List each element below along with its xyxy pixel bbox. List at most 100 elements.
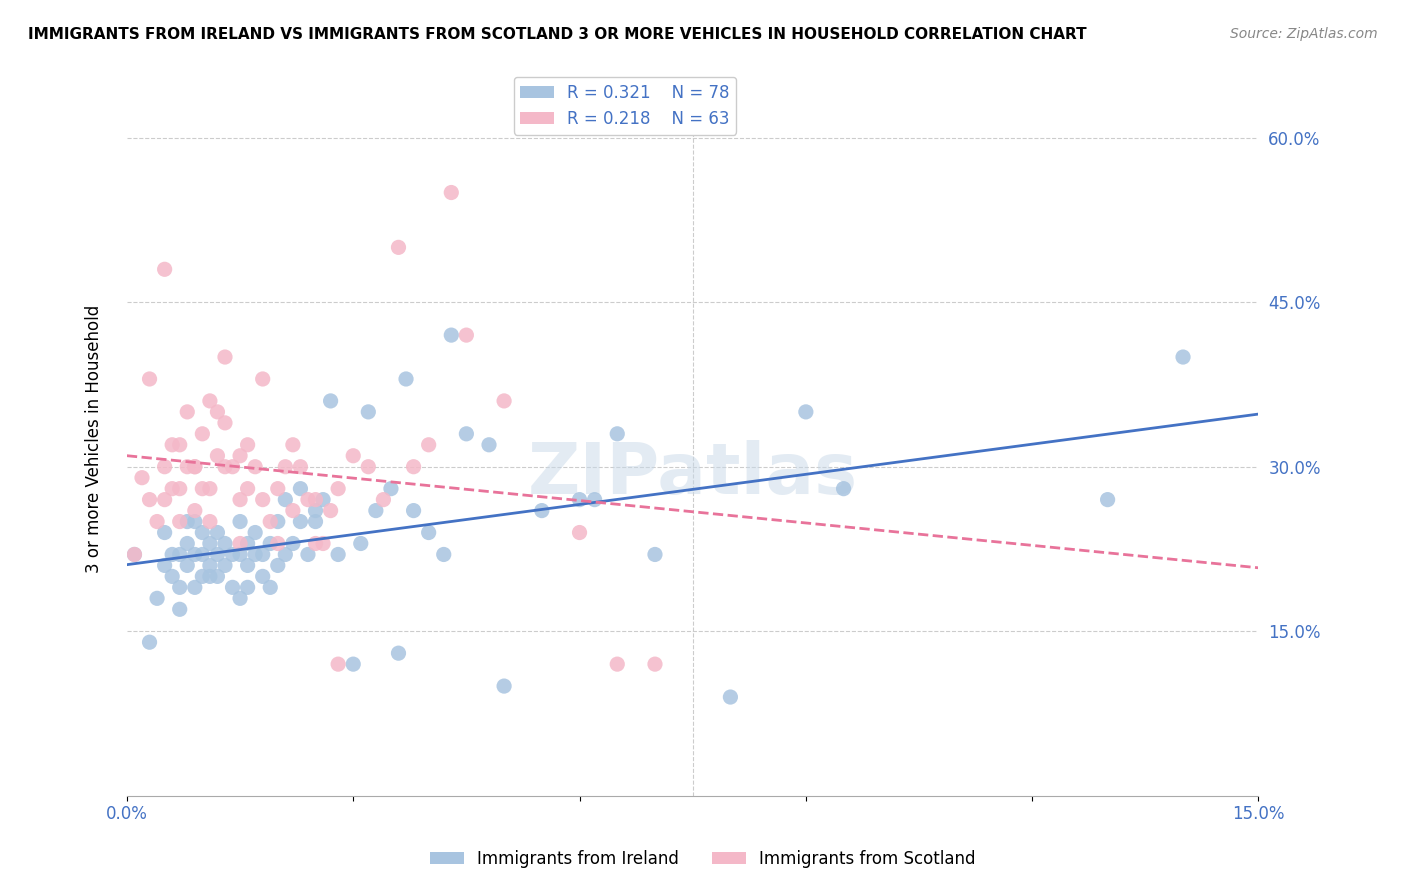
Point [160, 569, 183, 583]
Point [191, 426, 214, 441]
Point [243, 548, 266, 562]
Point [274, 459, 297, 474]
Point [326, 548, 349, 562]
Point [176, 558, 198, 573]
Point [794, 405, 817, 419]
Point [124, 548, 146, 562]
Point [198, 515, 221, 529]
Point [229, 449, 252, 463]
Point [146, 591, 169, 606]
Point [583, 492, 606, 507]
Legend: Immigrants from Ireland, Immigrants from Scotland: Immigrants from Ireland, Immigrants from… [423, 844, 983, 875]
Point [229, 492, 252, 507]
Point [380, 482, 402, 496]
Point [478, 438, 501, 452]
Point [281, 503, 304, 517]
Point [832, 482, 855, 496]
Point [252, 569, 274, 583]
Point [606, 426, 628, 441]
Point [169, 482, 191, 496]
Point [229, 548, 252, 562]
Point [191, 569, 214, 583]
Point [153, 558, 176, 573]
Point [644, 657, 666, 672]
Point [214, 416, 236, 430]
Point [169, 580, 191, 594]
Point [494, 679, 516, 693]
Point [456, 328, 478, 343]
Point [290, 459, 312, 474]
Point [184, 548, 207, 562]
Point [364, 503, 387, 517]
Point [290, 482, 312, 496]
Point [402, 503, 425, 517]
Point [191, 525, 214, 540]
Point [259, 515, 281, 529]
Point [169, 438, 191, 452]
Point [568, 525, 591, 540]
Point [290, 515, 312, 529]
Point [153, 492, 176, 507]
Point [207, 548, 229, 562]
Point [402, 459, 425, 474]
Point [606, 657, 628, 672]
Point [198, 558, 221, 573]
Point [274, 548, 297, 562]
Point [214, 350, 236, 364]
Point [259, 580, 281, 594]
Point [176, 515, 198, 529]
Point [252, 492, 274, 507]
Point [373, 492, 395, 507]
Point [281, 536, 304, 550]
Point [191, 482, 214, 496]
Point [644, 548, 666, 562]
Point [221, 459, 243, 474]
Point [433, 548, 456, 562]
Point [169, 602, 191, 616]
Point [229, 591, 252, 606]
Point [184, 503, 207, 517]
Point [207, 525, 229, 540]
Point [184, 580, 207, 594]
Point [236, 482, 259, 496]
Point [1171, 350, 1194, 364]
Point [304, 536, 326, 550]
Point [342, 657, 364, 672]
Point [267, 536, 290, 550]
Point [131, 471, 153, 485]
Point [568, 492, 591, 507]
Point [184, 459, 207, 474]
Point [319, 393, 342, 408]
Point [138, 372, 160, 386]
Point [236, 558, 259, 573]
Point [312, 536, 335, 550]
Point [198, 393, 221, 408]
Point [214, 558, 236, 573]
Point [160, 548, 183, 562]
Point [243, 525, 266, 540]
Point [326, 657, 349, 672]
Point [418, 525, 440, 540]
Point [440, 328, 463, 343]
Point [184, 515, 207, 529]
Point [494, 393, 516, 408]
Point [176, 459, 198, 474]
Point [146, 515, 169, 529]
Point [243, 459, 266, 474]
Point [198, 482, 221, 496]
Point [236, 536, 259, 550]
Point [198, 536, 221, 550]
Point [357, 405, 380, 419]
Point [297, 492, 319, 507]
Point [207, 569, 229, 583]
Point [221, 580, 243, 594]
Point [153, 459, 176, 474]
Point [214, 459, 236, 474]
Point [184, 459, 207, 474]
Point [138, 492, 160, 507]
Point [267, 482, 290, 496]
Point [387, 240, 409, 254]
Point [395, 372, 418, 386]
Point [718, 690, 741, 704]
Point [169, 515, 191, 529]
